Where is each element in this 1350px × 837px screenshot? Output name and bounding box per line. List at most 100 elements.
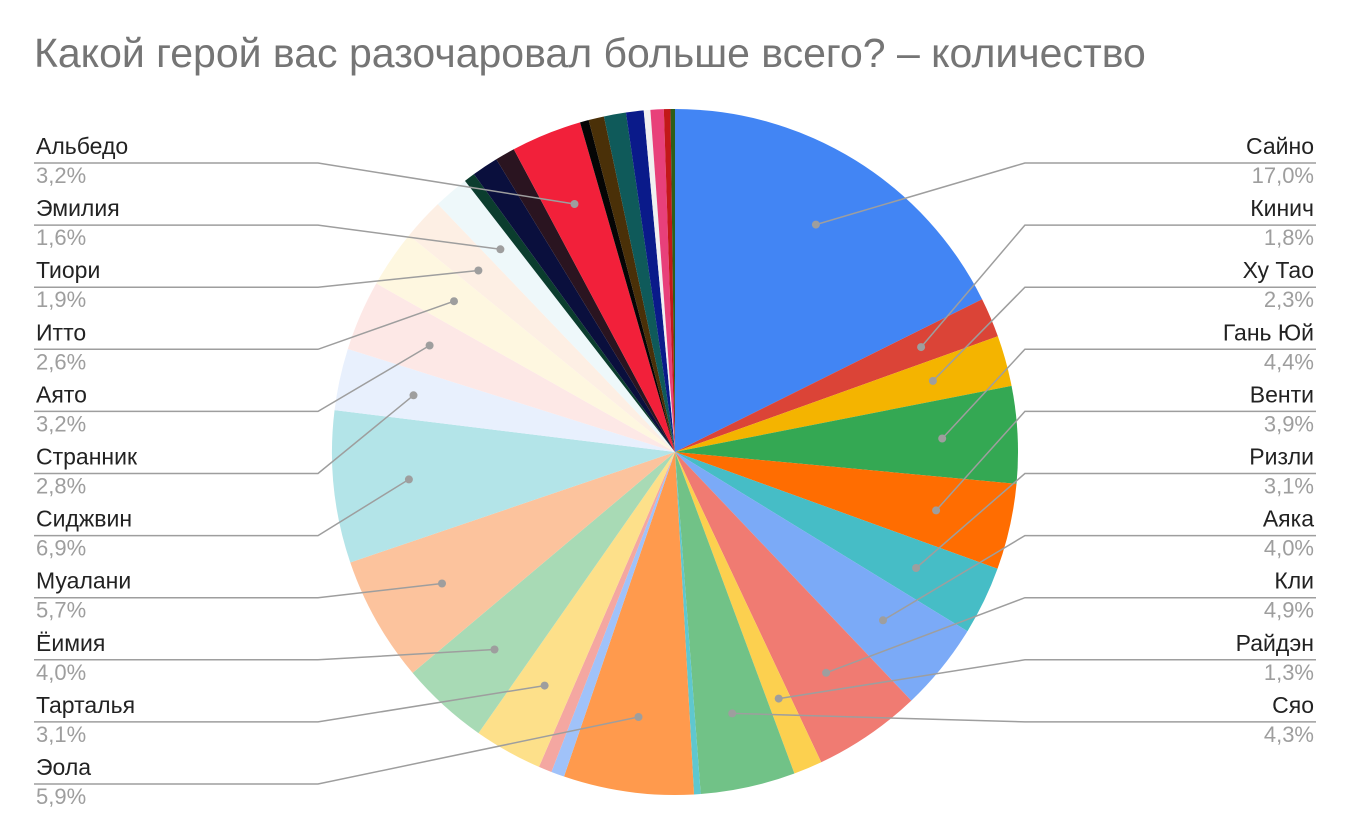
leader-line-кинич [920,224,1316,348]
slice-label-эмилия: Эмилия [36,195,120,221]
pie-slice-unlabeled-27 [580,120,675,452]
leader-dot-альбедо [570,200,579,208]
leader-line-гань-юй [941,348,1316,440]
slice-percent-аято: 3,2% [36,411,86,436]
slice-label-сиджвин: Сиджвин [36,506,132,532]
pie-slice-unlabeled-10 [675,452,701,795]
leader-line-тиори [34,269,479,288]
pie-slice-ху-тао [675,336,1012,452]
leader-line-райдэн [778,659,1316,700]
pie-slice-кли [675,452,912,763]
slice-percent-эола: 5,9% [36,784,86,809]
slice-percent-итто: 2,6% [36,349,86,374]
pie-slice-тиори [409,204,675,452]
pie-slice-ризли [675,452,998,632]
pie-slice-unlabeled-13 [538,452,675,772]
leader-dot-сайно [811,220,820,229]
pie-slice-unlabeled-24 [473,159,675,453]
leader-dot-странник [409,391,418,400]
slice-percent-сиджвин: 6,9% [36,536,86,561]
slice-percent-райдэн: 1,3% [1264,660,1314,685]
leader-line-сяо [732,712,1316,723]
leader-line-эола [34,716,639,785]
leader-dot-аяка [879,616,887,625]
slice-percent-кинич: 1,8% [1264,225,1314,250]
pie-slice-эола [564,452,695,795]
leader-dot-райдэн [774,694,783,703]
slice-label-кинич: Кинич [1250,195,1314,221]
slice-percent-тарталья: 3,1% [36,722,86,747]
leader-line-аяка [882,534,1316,621]
leader-lines-layer [34,162,1316,785]
slice-percent-ху-тао: 2,3% [1264,287,1314,312]
slice-percent-сяо: 4,3% [1264,722,1314,747]
leader-line-муалани [34,582,443,599]
slice-label-ху-тао: Ху Тао [1243,257,1314,283]
pie-slice-unlabeled-25 [496,149,675,452]
leader-line-ху-тао [932,286,1316,382]
slice-label-сяо: Сяо [1272,692,1314,718]
chart-title: Какой герой вас разочаровал больше всего… [34,30,1146,76]
leader-line-странник [34,394,414,475]
slice-percent-муалани: 5,7% [36,598,86,623]
pie-slice-итто [376,235,675,452]
slice-label-аяка: Аяка [1263,506,1314,532]
leader-dot-итто [450,297,458,306]
slice-percent-альбедо: 3,2% [36,163,86,188]
leader-dot-кинич [917,343,926,352]
pie-slice-unlabeled-34 [670,109,675,452]
pie-slice-аято [347,283,675,452]
slice-label-венти: Венти [1250,381,1314,407]
slice-label-аято: Аято [36,381,87,407]
leader-line-альбедо [34,162,575,205]
leader-dot-эмилия [496,245,505,254]
pie-slice-гань-юй [675,385,1019,484]
leader-dot-гань-юй [938,434,947,443]
leader-dot-муалани [438,579,446,588]
leader-dot-ху-тао [928,376,937,385]
pie-slice-unlabeled-29 [603,112,675,452]
pie-slice-unlabeled-23 [464,174,675,453]
leader-dot-тарталья [540,681,549,690]
slice-label-кли: Кли [1274,568,1314,594]
pie-slice-сяо [675,452,795,795]
leader-line-эмилия [34,224,501,251]
pie-slice-венти [675,452,1017,569]
leader-line-венти [935,410,1316,511]
leader-dot-сяо [728,709,737,718]
slice-percent-ризли: 3,1% [1264,474,1314,499]
slice-label-странник: Странник [36,444,138,470]
slice-percent-ёимия: 4,0% [36,660,86,685]
leader-line-сиджвин [34,478,410,537]
slice-label-ризли: Ризли [1249,444,1314,470]
slice-percent-тиори: 1,9% [36,287,86,312]
leader-dot-кли [822,668,831,677]
pie-slice-unlabeled-30 [625,110,675,453]
leader-line-кли [825,596,1316,674]
leader-line-аято [34,344,430,413]
leader-line-итто [34,300,455,351]
slice-label-итто: Итто [36,319,86,345]
slice-label-муалани: Муалани [36,568,131,594]
pie-slice-альбедо [513,122,675,452]
slice-percent-аяка: 4,0% [1264,536,1314,561]
pie-slice-сайно [675,109,983,452]
pie-slice-unlabeled-28 [588,116,675,452]
pie-slice-unlabeled-33 [663,109,675,452]
leader-line-ёимия [34,648,495,661]
leader-dot-ёимия [490,645,499,654]
labels-layer: Сайно 17,0% Кинич 1,8% Ху Тао 2,3% Гань Юй 4,4%… [36,133,1314,809]
slice-label-альбедо: Альбедо [36,133,128,159]
pie-slice-муалани [350,452,675,673]
slice-percent-сайно: 17,0% [1252,163,1314,188]
pie-slice-ёимия [412,452,675,734]
slice-percent-кли: 4,9% [1264,598,1314,623]
slice-label-сайно: Сайно [1246,133,1314,159]
pie-slice-unlabeled-32 [650,109,675,453]
slice-percent-гань-юй: 4,4% [1264,349,1314,374]
slice-percent-венти: 3,9% [1264,411,1314,436]
slice-label-гань-юй: Гань Юй [1223,319,1314,345]
slice-percent-странник: 2,8% [36,474,86,499]
